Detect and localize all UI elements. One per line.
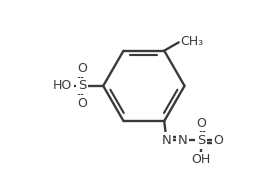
- Text: CH₃: CH₃: [181, 35, 204, 48]
- Text: O: O: [77, 62, 87, 75]
- Text: OH: OH: [191, 153, 211, 166]
- Text: HO: HO: [53, 79, 72, 92]
- Text: O: O: [77, 97, 87, 110]
- Text: N: N: [161, 134, 171, 147]
- Text: N: N: [178, 134, 188, 147]
- Text: O: O: [196, 117, 206, 129]
- Text: O: O: [213, 134, 223, 147]
- Text: S: S: [197, 134, 205, 147]
- Text: S: S: [78, 79, 86, 92]
